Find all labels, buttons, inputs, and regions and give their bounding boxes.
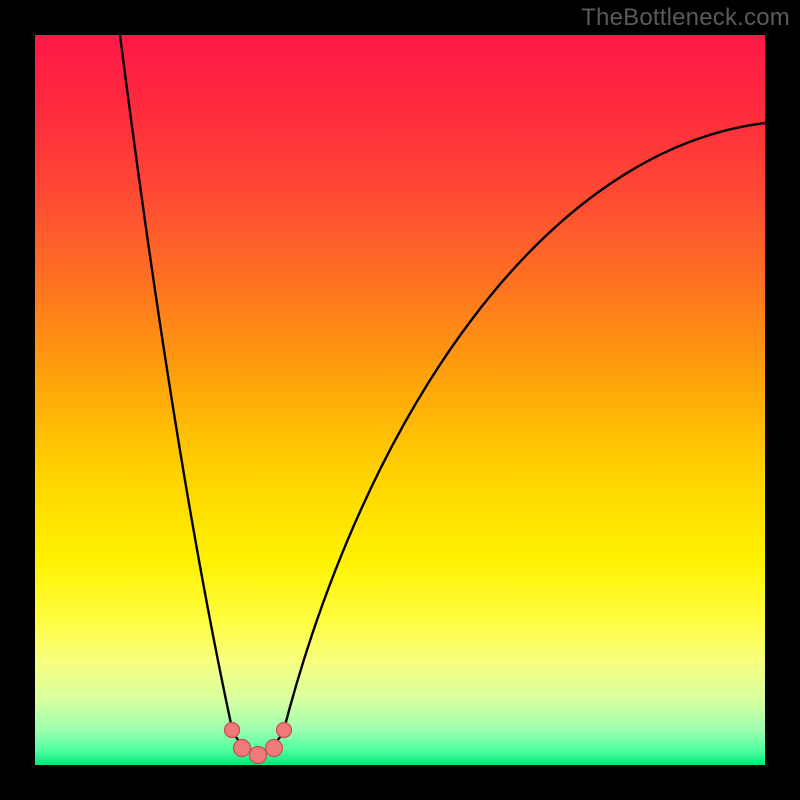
marker-dot (277, 723, 292, 738)
watermark-text: TheBottleneck.com (581, 4, 790, 32)
plot-svg (0, 0, 800, 800)
marker-dot (250, 747, 267, 764)
marker-dot (225, 723, 240, 738)
plot-background (35, 35, 765, 765)
marker-dot (266, 740, 283, 757)
figure-canvas: TheBottleneck.com (0, 0, 800, 800)
marker-dot (234, 740, 251, 757)
